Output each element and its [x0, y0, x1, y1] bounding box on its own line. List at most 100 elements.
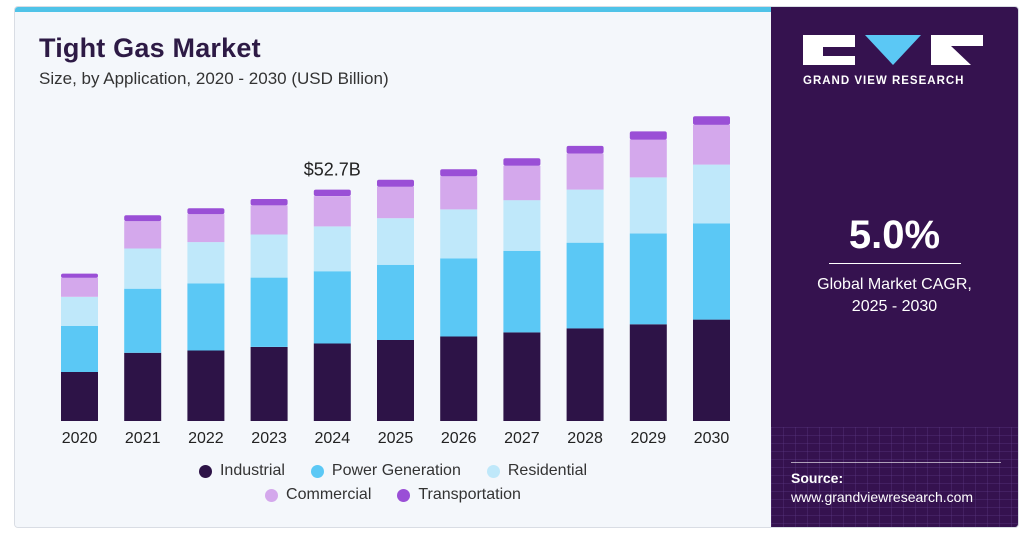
bar-segment-commercial-2025: [377, 186, 414, 219]
bar-segment-residential-2030: [693, 164, 730, 224]
x-tick-label-2026: 2026: [441, 430, 477, 447]
accent-stripe: [15, 7, 771, 12]
legend-label-residential: Residential: [507, 462, 588, 479]
legend-swatch-residential: [486, 464, 500, 478]
legend-label-commercial: Commercial: [286, 486, 372, 503]
bar-segment-transportation-2023: [250, 199, 288, 206]
x-tick-label-2030: 2030: [694, 430, 730, 447]
bar-segment-industrial-2028: [566, 328, 604, 421]
bar-segment-residential-2021: [124, 248, 162, 289]
legend-label-power-generation: Power Generation: [331, 462, 461, 479]
decorative-grid: [771, 427, 1018, 527]
brand-name: GRAND VIEW RESEARCH: [803, 75, 965, 87]
bar-segment-industrial-2023: [250, 347, 288, 421]
bar-segment-transportation-2020: [61, 273, 98, 278]
bar-segment-residential-2029: [629, 177, 667, 234]
bar-segment-industrial-2022: [187, 350, 225, 421]
bar-segment-transportation-2029: [629, 131, 667, 140]
x-tick-label-2022: 2022: [188, 430, 224, 447]
bar-segment-transportation-2021: [124, 215, 162, 222]
legend-label-industrial: Industrial: [219, 462, 285, 479]
bar-segment-transportation-2028: [566, 145, 604, 154]
bar-segment-commercial-2029: [629, 139, 667, 178]
infographic-card: Tight Gas Market Size, by Application, 2…: [14, 6, 1019, 528]
logo-notch-right: [951, 46, 983, 65]
bar-segment-power-generation-2021: [124, 288, 162, 353]
chart-panel: Tight Gas Market Size, by Application, 2…: [15, 7, 771, 527]
x-tick-label-2025: 2025: [378, 430, 414, 447]
bar-segment-industrial-2026: [440, 336, 478, 421]
bar-segment-power-generation-2022: [187, 283, 225, 351]
legend-row-1: Industrial Power Generation Residential: [15, 462, 771, 480]
bar-segment-power-generation-2024: [313, 271, 351, 344]
stacked-bar-chart: 2020 2021 2022 2023 2024 $52.7B 2025 2026 2027 20…: [61, 116, 730, 447]
bar-segment-power-generation-2029: [629, 233, 667, 325]
bar-segment-power-generation-2028: [566, 242, 604, 329]
bar-segment-commercial-2030: [693, 125, 730, 165]
bar-segment-residential-2024: [313, 226, 351, 272]
bar-segment-industrial-2030: [693, 319, 730, 421]
legend-item-industrial: Industrial: [198, 462, 285, 480]
annotation-total-2024: $52.7B: [304, 160, 361, 180]
logo-triangle: [865, 35, 921, 65]
legend-item-commercial: Commercial: [265, 486, 371, 504]
bar-segment-transportation-2030: [693, 116, 730, 125]
bar-segment-industrial-2020: [61, 372, 98, 421]
logo-notch-left: [823, 47, 855, 56]
bar-segment-commercial-2026: [440, 176, 478, 210]
bar-segment-industrial-2025: [377, 340, 414, 421]
legend-item-power-generation: Power Generation: [310, 462, 461, 480]
x-tick-label-2023: 2023: [251, 430, 287, 447]
legend-item-residential: Residential: [486, 462, 588, 480]
source-label: Source:: [791, 470, 844, 486]
bar-segment-power-generation-2030: [693, 223, 730, 320]
source-divider: [791, 462, 1001, 463]
bar-segment-commercial-2023: [250, 205, 288, 235]
bar-segment-residential-2020: [61, 296, 98, 326]
chart-title: Tight Gas Market: [39, 33, 261, 63]
side-panel: GRAND VIEW RESEARCH 5.0% Global Market C…: [771, 7, 1018, 527]
legend-swatch-commercial: [265, 488, 279, 502]
bar-segment-commercial-2024: [313, 196, 351, 227]
bar-segment-transportation-2024: [313, 189, 351, 196]
x-tick-label-2024: 2024: [315, 430, 351, 447]
bar-segment-industrial-2027: [503, 332, 541, 421]
legend-swatch-industrial: [198, 464, 212, 478]
cagr-label-line-1: Global Market CAGR,: [817, 276, 972, 293]
cagr-label: Global Market CAGR, 2025 - 2030: [771, 274, 1018, 318]
source-url[interactable]: www.grandviewresearch.com: [791, 489, 974, 505]
bar-segment-transportation-2022: [187, 208, 225, 215]
cagr-divider: [829, 263, 961, 264]
bar-segment-residential-2028: [566, 189, 604, 243]
legend-label-transportation: Transportation: [418, 486, 521, 503]
bar-segment-power-generation-2026: [440, 258, 478, 337]
legend-row-2: Commercial Transportation: [15, 486, 771, 504]
bar-segment-transportation-2025: [377, 179, 414, 187]
x-tick-label-2027: 2027: [504, 430, 540, 447]
bar-segment-transportation-2026: [440, 169, 478, 177]
bar-segment-industrial-2029: [629, 324, 667, 421]
x-tick-label-2021: 2021: [125, 430, 161, 447]
bar-segment-power-generation-2023: [250, 277, 288, 347]
bar-segment-residential-2027: [503, 200, 541, 251]
x-tick-label-2020: 2020: [62, 430, 98, 447]
cagr-label-line-2: 2025 - 2030: [851, 298, 938, 315]
bar-segment-power-generation-2020: [61, 326, 98, 372]
bar-segment-transportation-2027: [503, 158, 541, 166]
legend-swatch-transportation: [397, 488, 411, 502]
bar-segment-power-generation-2025: [377, 264, 414, 340]
x-tick-label-2028: 2028: [567, 430, 603, 447]
bar-segment-residential-2023: [250, 234, 288, 278]
bar-segment-industrial-2024: [313, 343, 351, 421]
grand-view-research-logo: [803, 35, 983, 65]
x-tick-label-2029: 2029: [631, 430, 667, 447]
legend-item-transportation: Transportation: [397, 486, 521, 504]
bar-segment-power-generation-2027: [503, 250, 541, 333]
bar-segment-commercial-2020: [61, 277, 98, 297]
bar-segment-residential-2025: [377, 218, 414, 265]
bar-segment-commercial-2021: [124, 221, 162, 249]
bar-segment-commercial-2027: [503, 165, 541, 201]
legend-swatch-power-generation: [310, 464, 324, 478]
chart-subtitle: Size, by Application, 2020 - 2030 (USD B…: [39, 69, 389, 88]
bar-segment-industrial-2021: [124, 352, 162, 421]
